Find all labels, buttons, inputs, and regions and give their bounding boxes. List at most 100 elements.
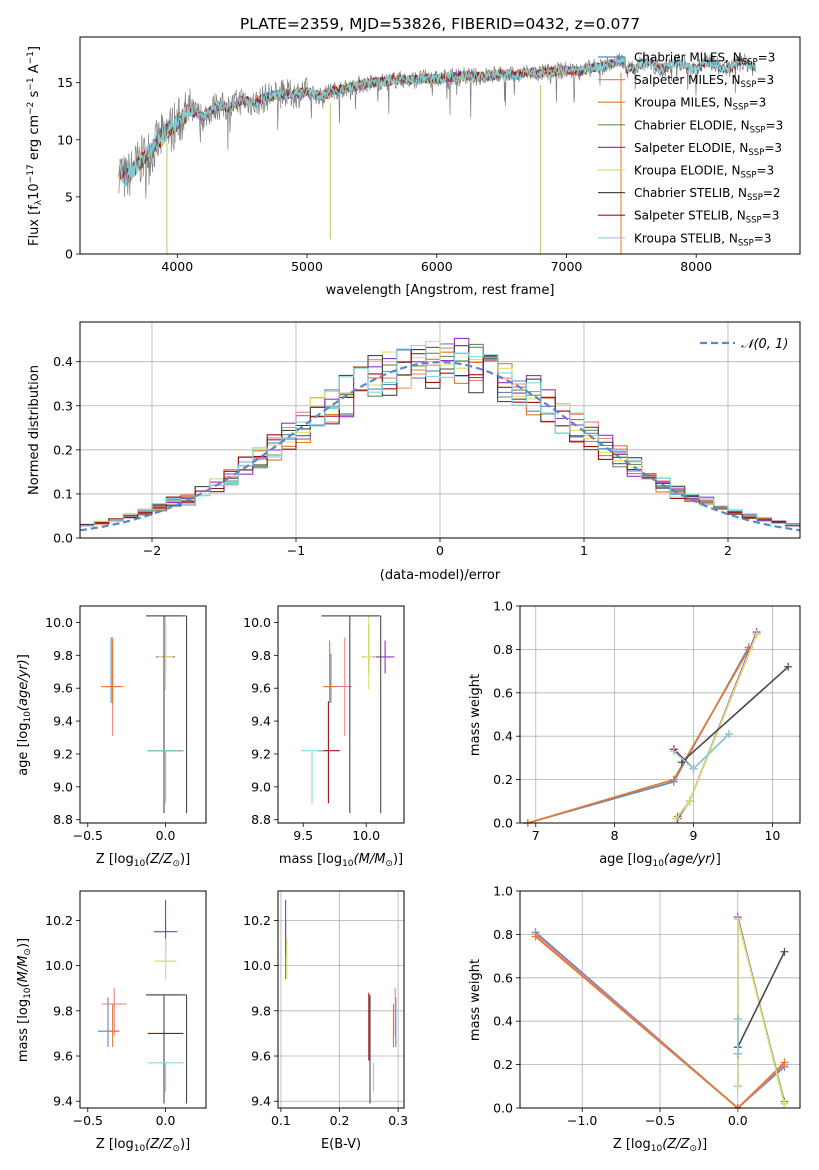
mass-vs-ebv-panel: 0.1 0.2 0.3 9.4 9.6 9.8 10.0 10.2 E(B-V) [243,890,408,1152]
errorbar-chabrier-stelib [146,994,188,1104]
y-tick-label: 0.3 [53,398,73,413]
y-tick-label: 10.0 [243,958,271,973]
y-tick-label: 1.0 [493,599,513,614]
legend-nssp: =3 [758,51,776,65]
y-tick-label: 9.8 [251,648,271,663]
massweight-lines [523,628,793,827]
errorbar-points [300,615,395,814]
errorbar-chabrier-stelib [321,615,382,814]
errorbar-kroupa-miles [105,1004,120,1047]
y-tick-label: 0.6 [493,970,513,985]
x-tick-label: −2 [143,543,161,558]
y-tick-label: 9.2 [53,746,73,761]
legend-nssp: =3 [754,231,772,245]
series-kroupa-elodie [672,630,761,823]
legend-nssp: =3 [762,209,780,223]
errorbar-kroupa-miles [104,640,121,703]
legend-name: Chabrier MILES, N [634,51,742,65]
legend-subscript: SSP [747,193,763,203]
legend-name: Kroupa ELODIE, N [634,164,741,178]
x-tick-label: 9.5 [293,828,313,843]
y-tick-label: 5 [65,189,73,204]
y-tick-label: 0.0 [53,531,73,546]
residuals-legend: 𝒩(0, 1) [700,337,788,352]
legend-subscript: SSP [733,103,749,113]
ageZ-ylabel: age [log10(age/yr)] [16,654,33,776]
legend-nssp: =2 [763,186,781,200]
y-tick-label: 0.1 [53,486,73,501]
y-tick-label: 10.0 [243,615,271,630]
y-tick-label: 9.4 [53,714,73,729]
normal-curve [80,360,800,532]
mass-vs-metallicity-panel: −0.5 0.0 9.4 9.6 9.8 10.0 10.2 Z [log10(Z/Z⊙)]… [16,890,207,1154]
y-tick-label: 9.6 [53,1049,73,1064]
x-tick-label: 6000 [421,259,453,274]
legend-entry: Chabrier ELODIE, NSSP=3 [634,118,783,135]
y-tick-label: 8.8 [53,812,73,827]
massweight-vs-metallicity-panel: −1.0 −0.5 0.0 0.0 0.2 0.4 0.6 0.8 1.0 Z [log10(Z… [468,884,801,1154]
y-tick-label: 10.2 [243,913,271,928]
y-tick-label: 9.0 [53,779,73,794]
legend-entry: Kroupa ELODIE, NSSP=3 [634,164,774,181]
x-tick-label: 0.0 [728,1113,748,1128]
errorbar-salpeter-elodie [375,640,395,674]
y-tick-label: 9.2 [251,746,271,761]
x-tick-label: 7000 [551,259,583,274]
legend-entry: Salpeter ELODIE, NSSP=3 [634,141,782,158]
spectrum-ylabel-main: Flux [f [27,205,42,246]
y-tick-label: 10.2 [45,913,73,928]
x-tick-label: 0.2 [330,1113,350,1128]
errorbar-kroupa-elodie [157,615,174,690]
errorbar-kroupa-stelib [147,750,184,804]
y-tick-label: 9.6 [251,1049,271,1064]
histogram-kroupa-stelib [80,344,800,529]
y-tick-label: 9.8 [53,1003,73,1018]
chart-title: PLATE=2359, MJD=53826, FIBERID=0432, z=0… [240,15,640,33]
age-vs-metallicity-panel: −0.5 0.0 8.8 9.0 9.2 9.4 9.6 9.8 10.0 Z [log10(Z… [16,605,207,869]
massweight-vs-age-panel: 7 8 9 10 0.0 0.2 0.4 0.6 0.8 1.0 age [log10(age/y… [468,599,801,869]
x-tick-label: −0.5 [73,828,103,843]
series-kroupa-stelib [669,730,734,773]
mwZ-xlabel: Z [log10(Z/Z⊙)] [613,1137,707,1154]
legend-subscript: SSP [746,216,762,226]
y-tick-label: 9.4 [53,1094,73,1109]
legend-name: Salpeter MILES, N [634,73,741,87]
x-tick-label: −0.5 [73,1113,103,1128]
y-tick-label: 9.8 [53,648,73,663]
y-tick-label: 0.4 [493,729,513,744]
y-tick-label: 0.2 [53,442,73,457]
y-tick-label: 10 [57,132,73,147]
legend-nssp: =3 [756,73,774,87]
y-tick-label: 9.4 [251,1094,271,1109]
x-tick-label: 0.1 [271,1113,291,1128]
massE-xlabel: E(B-V) [321,1137,361,1152]
legend-entry: Chabrier MILES, NSSP=3 [634,51,775,68]
x-tick-label: 1 [580,543,588,558]
model-spectrum-kroupa-stelib [118,55,757,188]
y-tick-label: 15 [57,75,73,90]
x-tick-label: 0.0 [156,828,176,843]
x-tick-label: 8000 [680,259,712,274]
ageZ-xlabel: Z [log10(Z/Z⊙)] [96,852,190,869]
ageM-xlabel: mass [log10(M/M⊙)] [279,852,403,869]
spectrum-ylabel: Flux [fλ10−17 erg cm−2 s−1 A−1] [26,46,44,246]
legend-nssp: =3 [766,118,784,132]
y-tick-label: 0.0 [493,816,513,831]
x-tick-label: 0.3 [388,1113,408,1128]
legend-subscript: SSP [738,238,754,248]
errorbar-kroupa-stelib [147,1062,184,1093]
x-tick-label: 10 [764,828,780,843]
x-tick-label: −1.0 [567,1113,597,1128]
y-tick-label: 0 [65,247,73,262]
y-tick-label: 1.0 [493,884,513,899]
y-tick-label: 0.4 [493,1014,513,1029]
legend-subscript: SSP [742,58,758,68]
legend-name: Kroupa MILES, N [634,96,733,110]
mwAge-xlabel: age [log10(age/yr)] [599,852,721,869]
y-tick-label: 9.0 [251,779,271,794]
series-line [681,666,789,763]
spectrum-panel: PLATE=2359, MJD=53826, FIBERID=0432, z=0… [26,15,801,298]
x-tick-label: 0 [436,543,444,558]
spectrum-xlabel: wavelength [Angstrom, rest frame] [326,283,555,298]
legend-name: Salpeter STELIB, N [634,209,746,223]
